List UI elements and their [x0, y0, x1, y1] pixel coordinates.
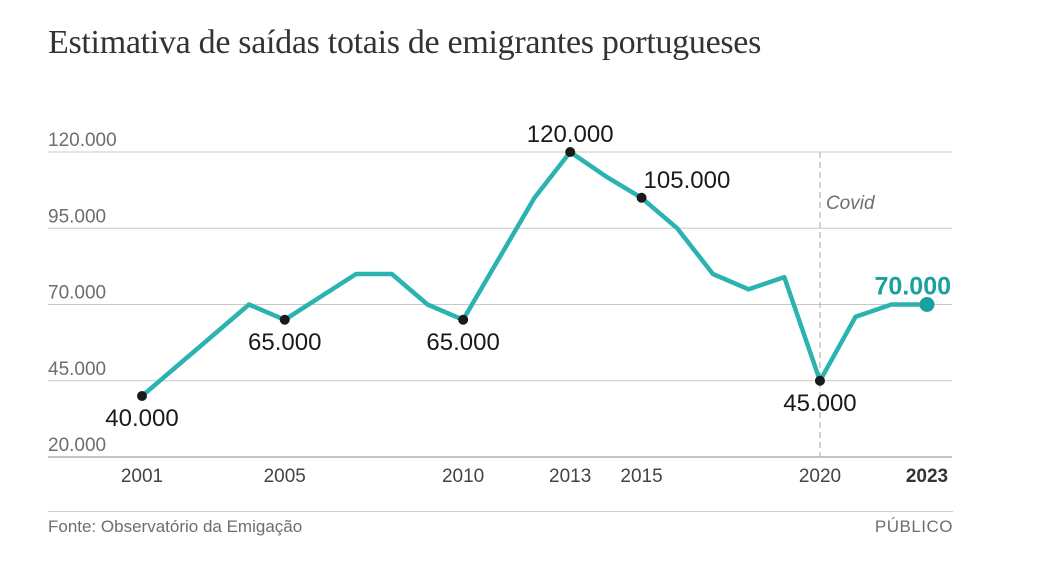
x-tick-label: 2015: [620, 466, 662, 487]
covid-marker: Covid: [819, 152, 876, 457]
y-tick-label: 95.000: [48, 206, 106, 227]
covid-label: Covid: [826, 193, 876, 214]
grid-lines: [48, 151, 952, 458]
data-point: [565, 147, 576, 157]
y-tick-label: 70.000: [48, 283, 106, 304]
x-tick-label: 2001: [121, 466, 163, 487]
data-point: [814, 375, 825, 386]
publisher-brand: PÚBLICO: [874, 517, 953, 536]
data-label: 65.000: [426, 329, 499, 356]
series-line: [139, 149, 930, 399]
x-axis-ticks: 2001 2005 2010 2013 2015 2020 2023: [121, 466, 948, 487]
data-labels: 40.000 65.000 65.000 120.000 105.000 45.000 70…: [105, 121, 951, 432]
y-axis-ticks: 120.000 95.000 70.000 45.000 20.000: [48, 130, 117, 456]
y-tick-label: 20.000: [48, 435, 106, 456]
data-point: [137, 391, 147, 401]
x-tick-label: 2013: [549, 466, 591, 487]
series-path: [139, 149, 930, 399]
data-point: [279, 314, 290, 325]
highlight-label: 70.000: [875, 273, 951, 301]
data-point: [636, 192, 647, 203]
x-tick-label: 2010: [442, 466, 484, 487]
data-points: [137, 147, 935, 401]
highlight-point: [919, 297, 935, 312]
chart-title: Estimativa de saídas totais de emigrante…: [48, 24, 762, 61]
data-label: 120.000: [527, 121, 614, 148]
data-point: [458, 314, 469, 325]
x-tick-label: 2020: [799, 466, 841, 487]
x-tick-label: 2023: [906, 466, 948, 487]
data-label: 65.000: [248, 329, 321, 356]
data-label: 45.000: [783, 390, 856, 417]
data-label: 105.000: [644, 167, 731, 194]
y-tick-label: 120.000: [48, 130, 117, 151]
source-note: Fonte: Observatório da Emigação: [48, 517, 303, 536]
footer-divider: [48, 511, 953, 512]
y-tick-label: 45.000: [48, 359, 106, 380]
data-label: 40.000: [105, 405, 178, 432]
x-tick-label: 2005: [264, 466, 306, 487]
